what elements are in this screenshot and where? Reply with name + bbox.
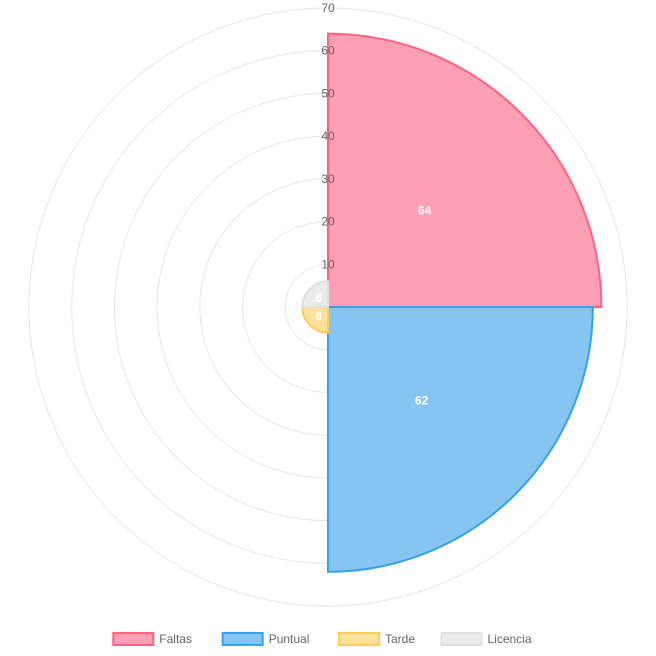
tick-label-20: 20 [321, 215, 335, 229]
sector-faltas[interactable] [327, 32, 603, 308]
data-label-licencia: 6 [316, 291, 323, 305]
legend-label-tarde: Tarde [385, 632, 415, 646]
sector-tarde[interactable] [301, 306, 329, 334]
tick-label-40: 40 [321, 129, 335, 143]
legend-label-licencia: Licencia [488, 632, 532, 646]
legend[interactable]: Faltas Puntual Tarde Licencia [112, 632, 532, 646]
tick-label-10: 10 [321, 257, 335, 271]
tick-label-70: 70 [321, 1, 335, 15]
sector-licencia[interactable] [301, 280, 329, 308]
radial-ticks: 10 20 30 40 50 60 70 [321, 1, 335, 271]
legend-item-tarde[interactable]: Tarde [338, 632, 415, 646]
legend-item-puntual[interactable]: Puntual [221, 632, 310, 646]
legend-item-faltas[interactable]: Faltas [112, 632, 192, 646]
legend-item-licencia[interactable]: Licencia [440, 632, 532, 646]
legend-label-faltas: Faltas [159, 632, 192, 646]
sectors [301, 32, 603, 573]
legend-swatch-tarde [338, 632, 380, 646]
data-label-puntual: 62 [415, 394, 429, 408]
tick-label-60: 60 [321, 44, 335, 58]
legend-swatch-puntual [221, 632, 264, 646]
tick-label-30: 30 [321, 172, 335, 186]
sector-puntual[interactable] [327, 306, 594, 573]
legend-label-puntual: Puntual [269, 632, 310, 646]
legend-swatch-licencia [440, 632, 483, 646]
legend-swatch-faltas [112, 632, 155, 646]
grid-circle-70 [28, 7, 628, 607]
tick-label-50: 50 [321, 86, 335, 100]
data-label-faltas: 64 [418, 203, 432, 217]
data-label-tarde: 6 [316, 309, 323, 323]
data-labels: 64 62 6 6 [316, 203, 432, 407]
